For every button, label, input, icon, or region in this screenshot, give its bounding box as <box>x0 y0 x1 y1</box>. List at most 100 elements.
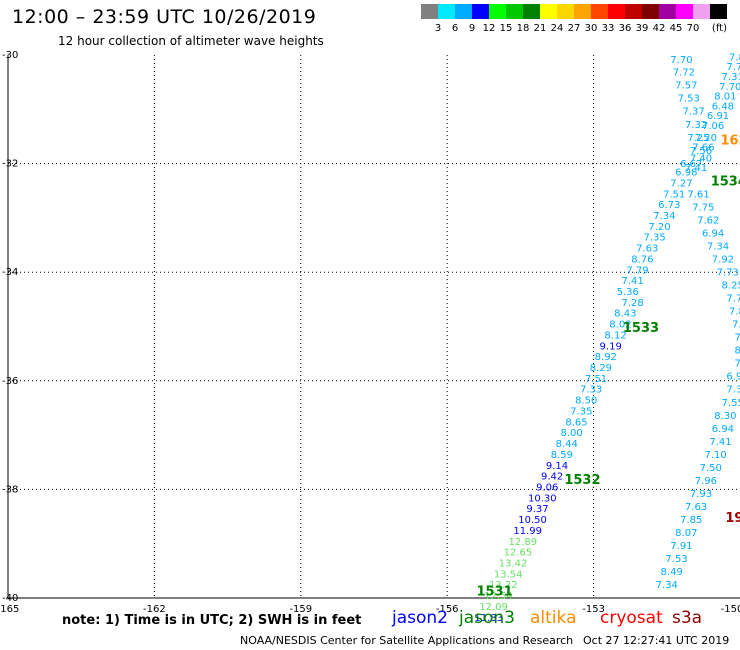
swh-value: 8.44 <box>556 439 578 450</box>
colorbar-tick-label: 39 <box>636 23 649 34</box>
colorbar-tick-label: 21 <box>534 23 547 34</box>
swh-value: 13.22 <box>489 580 518 591</box>
swh-value: 10.30 <box>528 493 557 504</box>
swh-value: 6.48 <box>712 101 734 112</box>
swh-value: 7.41 <box>709 437 731 448</box>
swh-value: 7.72 <box>673 68 695 79</box>
colorbar-tick-label: 12 <box>483 23 496 34</box>
swh-value: 8.59 <box>551 450 573 461</box>
swh-value: 7.33 <box>580 385 602 396</box>
swh-value: 13.42 <box>499 559 528 570</box>
swh-value: 7.28 <box>622 298 644 309</box>
swh-value: 7.61 <box>687 189 709 200</box>
colorbar-swatch <box>642 4 659 19</box>
colorbar-swatch <box>557 4 574 19</box>
swh-value: 8.4 <box>734 346 740 357</box>
swh-value: 7.63 <box>636 244 658 255</box>
swh-value: 7.51 <box>585 374 607 385</box>
swh-value: 8.49 <box>661 567 683 578</box>
swh-value: 7.06 <box>702 121 724 132</box>
swh-value: 6.94 <box>702 228 724 239</box>
swh-value: 7.56 <box>690 146 712 157</box>
y-tick-label: -34 <box>2 267 18 278</box>
swh-value: 12.89 <box>509 537 538 548</box>
x-tick-label: -156 <box>436 604 459 615</box>
swh-value: 7.6 <box>734 359 740 370</box>
swh-value: 7.7 <box>734 333 740 344</box>
colorbar-swatch <box>659 4 676 19</box>
swh-value: 7.84 <box>729 52 740 63</box>
swh-value: 7.66 <box>692 143 714 154</box>
swh-value: 7.34 <box>653 211 675 222</box>
swh-value: 8.12 <box>604 330 626 341</box>
swh-value: 7.35 <box>570 406 592 417</box>
swh-value: 7.10 <box>704 450 726 461</box>
swh-value: 8.76 <box>631 254 653 265</box>
track-label: 1623 <box>720 134 740 149</box>
track-label: 1532 <box>564 473 600 488</box>
colorbar-tick-label: 42 <box>653 23 666 34</box>
swh-value: 6.73 <box>658 200 680 211</box>
y-tick-label: -30 <box>2 50 18 61</box>
colorbar-tick-label: 15 <box>500 23 513 34</box>
legend-jason2: jason2 <box>392 608 448 628</box>
swh-value: 7.55 <box>722 398 740 409</box>
swh-value: 7.70 <box>670 55 692 66</box>
track-label: 193 <box>725 511 740 526</box>
swh-value: 7.92 <box>712 254 734 265</box>
swh-value: 7.70 <box>719 82 740 93</box>
legend-cryosat: cryosat <box>600 608 663 628</box>
swh-value: 11.83 <box>474 613 503 624</box>
swh-value: 12.54 <box>484 591 513 602</box>
swh-value: 7.27 <box>670 178 692 189</box>
swh-value: 8.50 <box>575 396 597 407</box>
swh-value: 7.25 <box>687 133 709 144</box>
colorbar-legend: 3 6 9 12 15 18 21 24 27 30 33 36 39 42 45 70 (ft) <box>421 4 727 34</box>
swh-value: 7.91 <box>670 541 692 552</box>
colorbar-tick-label: 9 <box>469 23 475 34</box>
colorbar-swatch <box>693 4 710 19</box>
colorbar-swatch <box>574 4 591 19</box>
swh-value: 7.51 <box>663 189 685 200</box>
y-tick-label: -36 <box>2 376 18 387</box>
chart-subtitle: 12 hour collection of altimeter wave hei… <box>58 34 324 48</box>
colorbar-tick-label: 45 <box>670 23 683 34</box>
track-label: 1531 <box>476 584 512 599</box>
swh-value: 9.14 <box>546 461 568 472</box>
colorbar-swatch <box>421 4 438 19</box>
colorbar-tick-label: 33 <box>602 23 615 34</box>
swh-value: 8.43 <box>614 309 636 320</box>
colorbar-tick-label: 70 <box>687 23 700 34</box>
swh-value: 9.06 <box>536 482 558 493</box>
colorbar-swatch <box>540 4 557 19</box>
swh-value: 6.91 <box>707 111 729 122</box>
colorbar-unit: (ft) <box>712 23 727 34</box>
swh-value: 7.32 <box>685 120 707 131</box>
swh-value: 8.07 <box>675 528 697 539</box>
y-tick-label: -32 <box>2 159 18 170</box>
colorbar-swatch <box>710 4 727 19</box>
swh-value: 8.65 <box>565 417 587 428</box>
swh-value: 7.85 <box>680 515 702 526</box>
swh-value: 7.40 <box>690 153 712 164</box>
colorbar-tick-label: 3 <box>435 23 441 34</box>
colorbar-swatch <box>489 4 506 19</box>
footer-timestamp: Oct 27 12:27:41 UTC 2019 <box>583 634 730 647</box>
swh-value: 7.41 <box>685 163 707 174</box>
footer-organization: NOAA/NESDIS Center for Satellite Applica… <box>240 634 574 647</box>
swh-value: 6.67 <box>680 159 702 170</box>
swh-value: 12.09 <box>479 602 508 613</box>
swh-value: 10.50 <box>518 515 547 526</box>
swh-value: 7.79 <box>626 265 648 276</box>
swh-value: 7.96 <box>695 476 717 487</box>
swh-value: 7.57 <box>675 81 697 92</box>
swh-value: 7.63 <box>685 502 707 513</box>
colorbar-swatch <box>506 4 523 19</box>
swh-value: 12.65 <box>504 548 533 559</box>
swh-value: 7.41 <box>622 276 644 287</box>
swh-value: 11.99 <box>513 526 542 537</box>
x-tick-label: -153 <box>582 604 605 615</box>
colorbar-swatch <box>523 4 540 19</box>
swh-value: 7.20 <box>648 222 670 233</box>
swh-value: 7.34 <box>656 580 678 591</box>
